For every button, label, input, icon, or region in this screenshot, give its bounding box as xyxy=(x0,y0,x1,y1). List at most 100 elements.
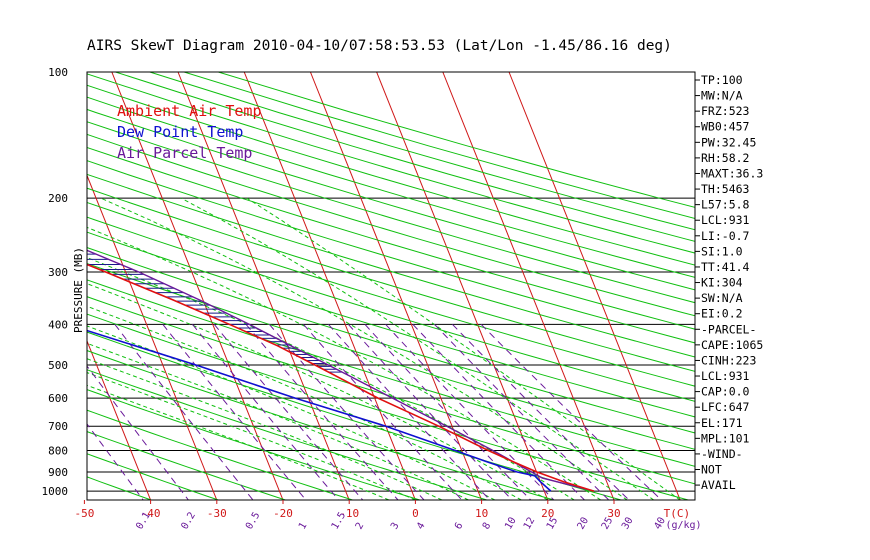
mixing-ratio-line xyxy=(364,323,532,500)
mixing-ratio-line xyxy=(87,423,144,500)
mixing-ratio-tick-label: 10 xyxy=(503,516,519,532)
moist-adiabat-line xyxy=(87,325,496,500)
isotherm-line xyxy=(508,72,681,500)
dry-adiabat-line xyxy=(87,73,695,254)
y-axis-label: PRESSURE (MB) xyxy=(72,247,85,333)
pressure-tick-label: 300 xyxy=(48,266,68,279)
bottom-temp-tick-label: 0 xyxy=(412,507,419,520)
dry-adiabat-line xyxy=(87,173,695,358)
dry-adiabat-line xyxy=(87,331,622,500)
ambient-temp-line xyxy=(87,263,595,492)
moist-adiabat-line xyxy=(87,257,575,500)
index-value: PW:32.45 xyxy=(701,135,756,149)
pressure-tick-label: 100 xyxy=(48,66,68,79)
index-value: FRZ:523 xyxy=(701,104,750,118)
index-value: LFC:647 xyxy=(701,400,750,414)
bottom-temp-tick-label: 20 xyxy=(541,507,554,520)
legend: Ambient Air Temp Dew Point Temp Air Parcel… xyxy=(117,102,262,162)
dewpoint-temp-line xyxy=(87,329,552,492)
mixing-ratio-tick-label: 12 xyxy=(522,516,538,532)
dry-adiabat-line xyxy=(87,231,695,418)
mixing-ratio-line xyxy=(347,323,513,500)
moist-adiabat-line xyxy=(87,384,390,500)
isotherm-line xyxy=(243,72,416,500)
index-value: LCL:931 xyxy=(701,213,750,227)
pressure-tick-label: 200 xyxy=(48,192,68,205)
index-value: TH:5463 xyxy=(701,182,750,196)
dry-adiabat-line xyxy=(87,201,695,387)
dry-adiabat-line xyxy=(87,296,695,485)
dry-adiabat-line xyxy=(87,247,695,434)
dry-adiabat-line xyxy=(87,121,695,304)
moist-adiabat-line xyxy=(87,358,443,500)
index-value: WB0:457 xyxy=(701,120,750,134)
isotherm-line xyxy=(87,174,218,500)
bottom-temp-tick-label: -10 xyxy=(339,507,359,520)
pressure-tick-label: 900 xyxy=(48,466,68,479)
mixing-ratio-line xyxy=(114,323,254,500)
dry-adiabat-line xyxy=(87,187,695,372)
dry-adiabat-line xyxy=(87,313,689,500)
moist-adiabat-line xyxy=(181,197,654,500)
moist-adiabat-line xyxy=(87,305,522,500)
index-value: CAP:0.0 xyxy=(701,385,750,399)
mixing-ratio-tick-label: 20 xyxy=(576,516,592,532)
pressure-tick-label: 800 xyxy=(48,445,68,458)
index-value: RH:58.2 xyxy=(701,151,749,165)
bottom-temp-tick-label: -20 xyxy=(273,507,293,520)
moist-adiabat-line xyxy=(87,283,549,500)
index-value: LI:-0.7 xyxy=(701,229,750,243)
mixing-ratio-line xyxy=(412,323,585,500)
dry-adiabat-line xyxy=(87,216,695,402)
mixing-ratio-tick-label: 6 xyxy=(453,521,466,532)
bottom-temp-tick-label: -30 xyxy=(207,507,227,520)
grid-layer xyxy=(87,72,695,500)
mixing-ratio-line xyxy=(385,323,555,500)
isotherm-line xyxy=(442,72,615,500)
bottom-temp-tick-label: -50 xyxy=(74,507,94,520)
index-value: MPL:101 xyxy=(701,431,750,445)
index-value: -WIND- xyxy=(701,447,743,461)
index-value: EI:0.2 xyxy=(701,307,743,321)
dry-adiabat-line xyxy=(87,389,420,500)
mixing-ratio-line xyxy=(480,323,662,500)
index-value: CINH:223 xyxy=(701,353,756,367)
mixing-ratio-line xyxy=(268,323,425,500)
index-value: LCL:931 xyxy=(701,369,750,383)
index-value: MW:N/A xyxy=(701,89,743,103)
mixing-ratio-tick-label: 2 xyxy=(354,521,367,532)
mixing-ratio-line xyxy=(162,323,307,500)
mixing-ratio-line xyxy=(303,323,463,500)
mixing-ratio-line xyxy=(452,323,630,500)
mixing-ratio-tick-label: 4 xyxy=(415,521,428,532)
index-value: L57:5.8 xyxy=(701,198,750,212)
legend-item: Ambient Air Temp xyxy=(117,102,262,120)
dry-adiabat-line xyxy=(87,431,286,500)
index-value: NOT xyxy=(701,463,722,477)
pressure-tick-label: 500 xyxy=(48,359,68,372)
index-value: TT:41.4 xyxy=(701,260,750,274)
mixing-ratio-unit-label: (g/kg) xyxy=(665,520,701,531)
mixing-ratio-tick-label: 30 xyxy=(620,516,636,532)
moist-adiabat-line xyxy=(100,197,628,500)
moist-adiabat-line xyxy=(246,197,681,500)
moist-adiabat-line xyxy=(87,342,469,500)
index-value: SW:N/A xyxy=(701,291,743,305)
x-axis-label: T(C) xyxy=(664,507,691,520)
mixing-ratio-tick-label: 8 xyxy=(481,521,494,532)
dry-adiabat-line xyxy=(87,350,555,500)
index-value: KI:304 xyxy=(701,276,743,290)
pressure-tick-label: 600 xyxy=(48,392,68,405)
mixing-ratio-tick-label: 15 xyxy=(545,516,561,532)
index-value: -PARCEL- xyxy=(701,322,756,336)
dry-adiabat-line xyxy=(183,72,695,220)
mixing-ratio-tick-label: 1 xyxy=(297,521,310,532)
index-value: TP:100 xyxy=(701,73,743,87)
moist-adiabat-line xyxy=(87,226,602,500)
mixing-ratio-line xyxy=(192,323,339,500)
pressure-tick-label: 700 xyxy=(48,420,68,433)
mixing-ratio-tick-label: 3 xyxy=(389,521,402,532)
dry-adiabat-line xyxy=(87,96,695,278)
index-value: MAXT:36.3 xyxy=(701,166,763,180)
